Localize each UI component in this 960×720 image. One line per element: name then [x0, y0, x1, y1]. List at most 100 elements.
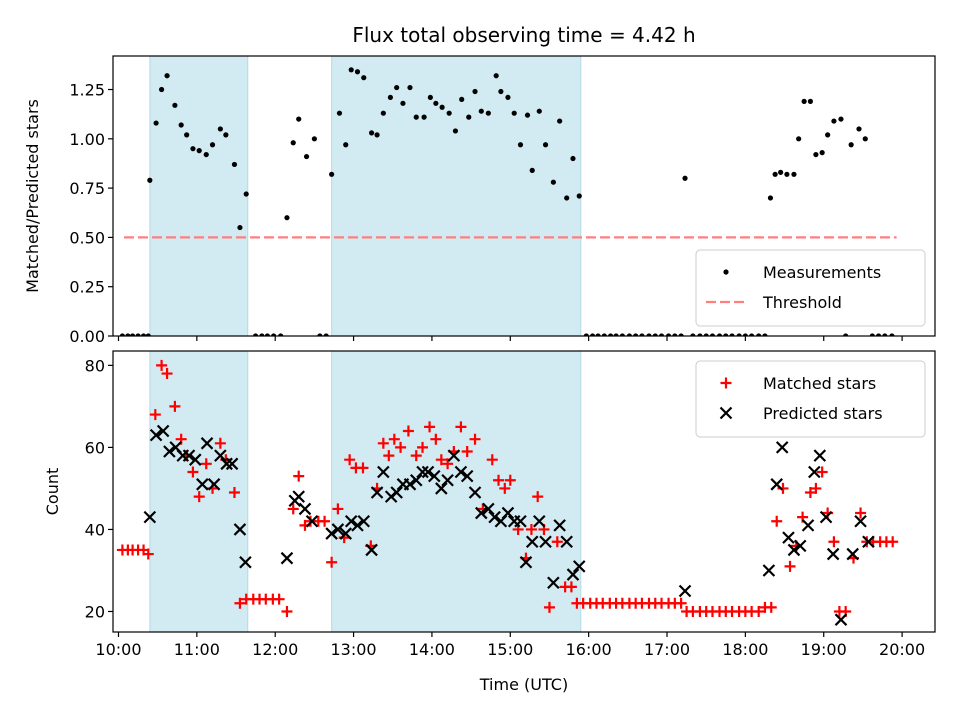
measurements-point	[354, 69, 361, 75]
predicted-stars-point	[143, 510, 157, 524]
measurements-point	[323, 333, 329, 336]
predicted-stars-point	[377, 465, 390, 479]
predicted-stars-point	[225, 457, 239, 471]
measurements-point	[493, 73, 499, 79]
measurements-point	[819, 150, 825, 156]
measurements-point	[147, 177, 153, 183]
predicted-stars-point	[525, 535, 539, 549]
measurements-point	[290, 140, 296, 146]
measurements-point	[259, 333, 265, 336]
matched-stars-point	[887, 536, 899, 548]
bottom-y-tick-label: 20	[85, 602, 105, 621]
measurements-point	[485, 110, 491, 116]
matched-stars-point	[234, 597, 246, 609]
measurements-point	[374, 132, 380, 138]
predicted-stars-point	[220, 457, 233, 471]
matched-stars-point	[499, 482, 511, 494]
measurements-point	[135, 333, 141, 336]
measurements-point	[869, 333, 875, 336]
measurements-point	[756, 333, 762, 336]
measurements-point	[427, 94, 433, 101]
bottom-axes-frame	[112, 350, 936, 633]
measurements-point	[296, 116, 302, 122]
measurements-point	[749, 333, 755, 336]
measurements-point	[196, 148, 202, 154]
measurements-point	[626, 333, 632, 336]
top-y-tick-label: 0.00	[69, 327, 105, 346]
x-tick-label: 13:00	[331, 640, 377, 659]
top-legend-box	[695, 249, 926, 327]
measurements-point	[762, 333, 768, 336]
measurements-point	[825, 132, 831, 138]
measurements-point	[557, 118, 563, 124]
measurements-point	[838, 116, 844, 122]
matched-stars-point	[532, 491, 544, 503]
measurements-point	[317, 333, 323, 336]
measurements-point	[209, 142, 216, 148]
measurements-point	[665, 333, 672, 336]
measurements-point	[882, 333, 888, 336]
matched-stars-point	[377, 437, 389, 449]
predicted-stars-point	[862, 535, 875, 549]
x-tick-label: 16:00	[566, 640, 612, 659]
predicted-stars-point	[782, 531, 795, 544]
predicted-stars-point	[501, 506, 515, 520]
measurements-point	[672, 333, 678, 336]
top-y-axis-label: Matched/Predicted stars	[23, 99, 42, 293]
predicted-stars-point	[447, 449, 461, 462]
x-tick-label: 11:00	[174, 640, 220, 659]
predicted-stars-point	[280, 551, 294, 565]
measurements-point	[343, 142, 349, 148]
measurements-point	[856, 126, 862, 132]
measurements-point	[505, 94, 511, 101]
measurements-point	[336, 110, 343, 116]
x-tick-label: 17:00	[644, 640, 690, 659]
measurements-point	[652, 333, 658, 336]
legend-label: Predicted stars	[763, 404, 883, 423]
matched-stars-point	[228, 487, 240, 499]
predicted-stars-point	[533, 514, 546, 528]
measurements-point	[129, 333, 136, 336]
matched-stars-point	[771, 515, 783, 527]
measurements-point	[203, 151, 209, 158]
matched-stars-point	[442, 458, 454, 470]
matched-stars-point	[357, 462, 369, 474]
matched-stars-point	[169, 400, 181, 412]
measurements-point	[831, 118, 837, 124]
predicted-stars-point	[365, 543, 378, 557]
matched-stars-point	[493, 474, 505, 486]
matched-stars-point	[326, 556, 338, 568]
predicted-stars-point	[482, 502, 495, 516]
matched-stars-point	[187, 466, 199, 478]
predicted-stars-point	[435, 482, 448, 495]
matched-stars-point	[469, 433, 481, 445]
measurements-point	[678, 333, 684, 336]
predicted-stars-point	[488, 510, 501, 524]
matched-stars-point	[543, 601, 555, 613]
measurements-point	[231, 161, 238, 168]
measurements-point	[601, 333, 607, 336]
matched-stars-point	[388, 433, 400, 445]
matched-stars-point	[565, 581, 577, 593]
legend-measurements-swatch	[723, 269, 729, 275]
matched-stars-point	[383, 450, 395, 462]
predicted-stars-point	[678, 584, 692, 598]
predicted-stars-point	[239, 555, 252, 569]
measurements-point	[125, 333, 131, 336]
measurements-point	[576, 193, 582, 199]
legend-label: Measurements	[763, 263, 881, 282]
predicted-stars-point	[409, 473, 423, 487]
bottom-data-area	[116, 351, 899, 632]
x-tick-label: 19:00	[801, 640, 847, 659]
matched-stars-point	[765, 601, 777, 613]
predicted-stars-point	[547, 576, 560, 590]
measurements-point	[709, 333, 716, 336]
measurements-point	[164, 73, 170, 79]
predicted-stars-point	[403, 478, 417, 491]
matched-stars-point	[319, 515, 331, 527]
matched-stars-point	[855, 507, 867, 519]
measurements-point	[716, 333, 723, 336]
predicted-stars-point	[339, 527, 353, 540]
x-tick-label: 10:00	[95, 640, 141, 659]
matched-stars-point	[200, 458, 212, 470]
